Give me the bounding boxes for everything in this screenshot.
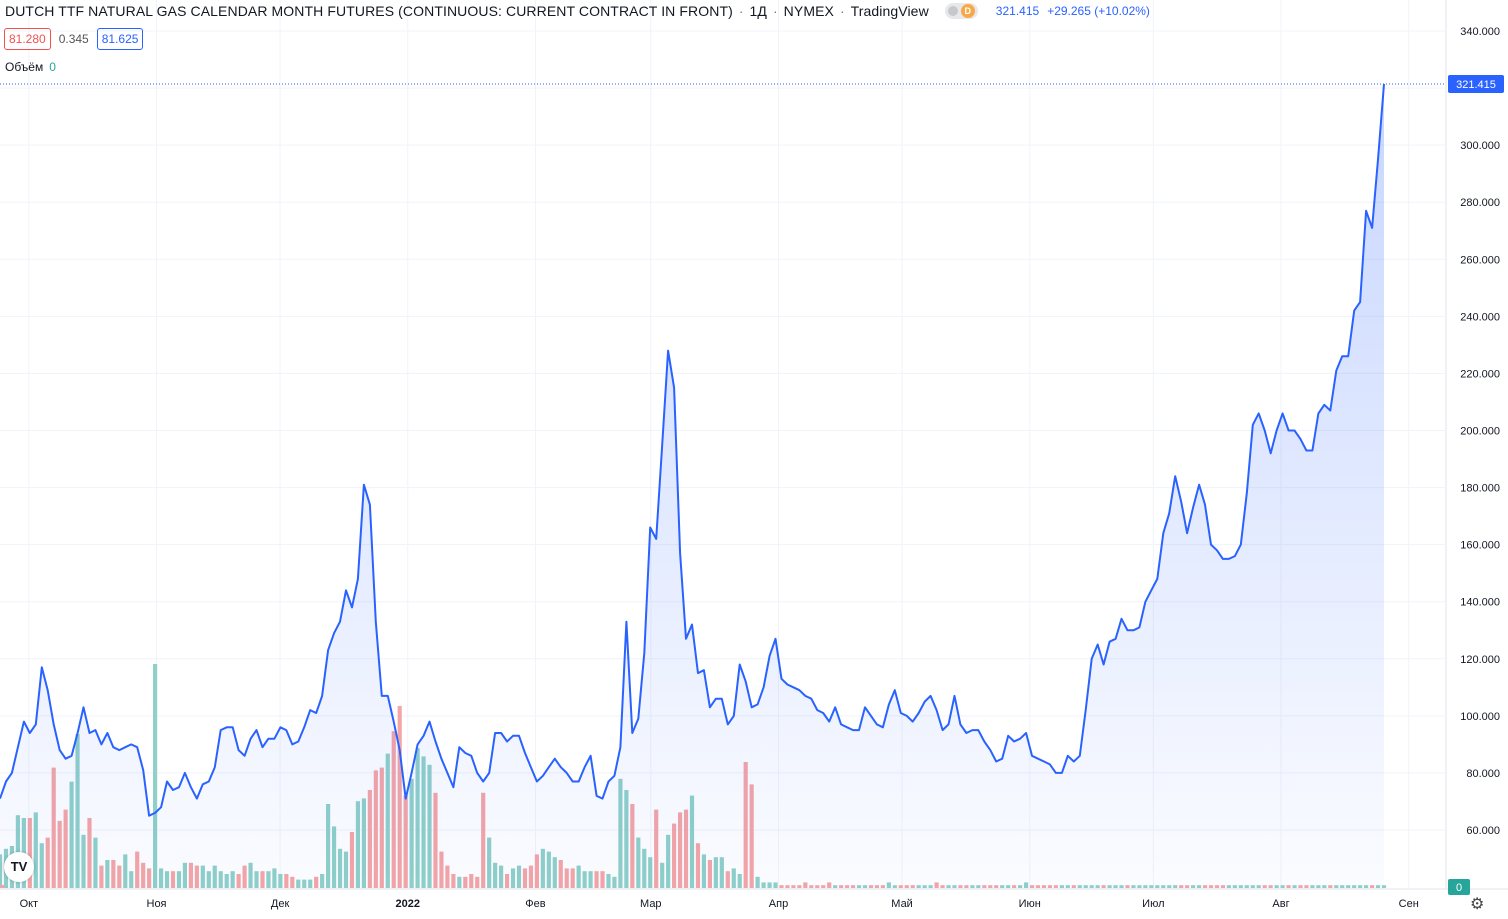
time-tick-label: Мар xyxy=(640,898,662,910)
price-tick-label: 100.000 xyxy=(1460,711,1500,723)
time-tick-label: 2022 xyxy=(396,898,420,910)
zero-tag-label: 0 xyxy=(1456,882,1462,894)
bid-ask-row: 81.280 0.345 81.625 xyxy=(4,28,144,50)
price-tick-label: 160.000 xyxy=(1460,540,1500,552)
time-tick-label: Июл xyxy=(1142,898,1164,910)
separator-dot: · xyxy=(738,3,744,19)
price-tick-label: 140.000 xyxy=(1460,597,1500,609)
last-price-tag: 321.415 xyxy=(1448,75,1504,94)
time-tick-label: Авг xyxy=(1272,898,1289,910)
volume-label: Объём xyxy=(5,60,44,74)
market-status-badge[interactable]: D xyxy=(944,3,978,19)
separator-dot: · xyxy=(839,3,845,19)
ask-box[interactable]: 81.625 xyxy=(96,28,144,50)
price-tick-label: 300.000 xyxy=(1460,140,1500,152)
status-dot-icon xyxy=(947,6,958,16)
source-label: TradingView xyxy=(850,3,929,19)
zero-tag-box xyxy=(1448,879,1470,895)
volume-legend: Объём 0 xyxy=(5,60,56,74)
time-tick-label: Ноя xyxy=(147,898,167,910)
time-axis[interactable]: Окт Ноя Дек 2022 Фев Мар Апр Май Июн Июл Авг Сен xyxy=(20,898,1419,910)
time-tick-label: Сен xyxy=(1399,898,1419,910)
price-change: +29.265 (+10.02%) xyxy=(1047,4,1150,18)
time-tick-label: Окт xyxy=(20,898,39,910)
separator-dot: · xyxy=(773,3,778,19)
spread-value: 0.345 xyxy=(58,32,89,46)
settings-gear-icon[interactable]: ⚙ xyxy=(1470,896,1485,913)
price-tick-label: 260.000 xyxy=(1460,254,1500,266)
time-tick-label: Фев xyxy=(525,898,545,910)
delayed-data-icon: D xyxy=(960,4,975,18)
price-tick-label: 340.000 xyxy=(1460,26,1500,38)
price-tick-label: 60.000 xyxy=(1466,825,1500,837)
time-tick-label: Июн xyxy=(1019,898,1041,910)
bid-box[interactable]: 81.280 xyxy=(4,28,51,50)
exchange-label: NYMEX xyxy=(783,3,834,19)
symbol-title[interactable]: DUTCH TTF NATURAL GAS CALENDAR MONTH FUT… xyxy=(5,3,733,19)
price-tick-label: 280.000 xyxy=(1460,197,1500,209)
price-tick-label: 180.000 xyxy=(1460,483,1500,495)
price-tick-label: 120.000 xyxy=(1460,654,1500,666)
price-axis[interactable]: 60.000 80.000 100.000 120.000 140.000 160.000… xyxy=(1460,26,1500,837)
volume-zero-tag: 0 xyxy=(1448,879,1470,895)
price-tick-label: 200.000 xyxy=(1460,426,1500,438)
volume-value: 0 xyxy=(49,60,56,74)
svg-text:321.415: 321.415 xyxy=(1456,79,1496,91)
price-tick-label: 80.000 xyxy=(1466,768,1500,780)
time-tick-label: Дек xyxy=(271,898,290,910)
price-tick-label: 220.000 xyxy=(1460,368,1500,380)
time-tick-label: Май xyxy=(891,898,913,910)
price-line xyxy=(0,83,1385,817)
time-tick-label: Апр xyxy=(769,898,788,910)
last-price: 321.415 xyxy=(995,4,1040,18)
volume-bar xyxy=(153,664,158,888)
price-area xyxy=(0,84,1384,889)
interval-label[interactable]: 1Д xyxy=(749,3,767,19)
symbol-legend: DUTCH TTF NATURAL GAS CALENDAR MONTH FUT… xyxy=(5,3,1150,19)
tradingview-logo[interactable]: TV xyxy=(4,852,34,882)
price-tick-label: 240.000 xyxy=(1460,311,1500,323)
